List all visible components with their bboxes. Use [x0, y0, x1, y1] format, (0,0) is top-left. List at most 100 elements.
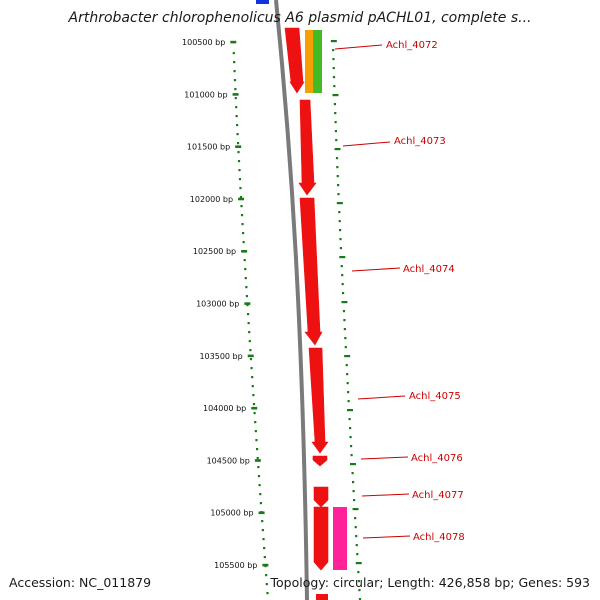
gene-label-leader: [334, 44, 383, 50]
ring-tick: [348, 418, 351, 421]
ruler-tick-label: 101000 bp: [184, 90, 227, 99]
ring-tick: [347, 391, 350, 394]
ring-tick: [334, 112, 337, 115]
ring-tick: [357, 580, 360, 583]
ring-tick: [341, 274, 344, 277]
gene-label[interactable]: Achl_4078: [413, 532, 465, 543]
gene-features: [256, 0, 347, 600]
ring-tick: [341, 283, 344, 286]
gene-feature-achl-4076[interactable]: [312, 455, 328, 467]
gene-label[interactable]: Achl_4072: [386, 40, 438, 51]
ring-tick: [343, 328, 346, 331]
ruler-dot: [251, 376, 254, 379]
ring-tick: [332, 49, 335, 52]
accession-text: Accession: NC_011879: [9, 575, 152, 590]
ruler-dot: [234, 88, 237, 91]
ring-tick: [334, 130, 338, 133]
ruler-dot: [233, 70, 236, 73]
gene-feature-achl-4074[interactable]: [299, 197, 323, 346]
gene-feature-green[interactable]: [313, 30, 322, 93]
ring-tick: [352, 508, 359, 511]
ruler-dot: [263, 556, 266, 559]
gene-feature-blue[interactable]: [256, 0, 269, 4]
plasmid-backbone: [274, 0, 309, 600]
gene-feature-achl-4077[interactable]: [313, 486, 329, 508]
ring-tick: [349, 436, 352, 439]
ruler-dot: [255, 448, 259, 451]
ruler-dot: [248, 331, 251, 334]
ruler-dot: [247, 322, 250, 325]
ring-tick: [355, 544, 358, 547]
gene-label[interactable]: Achl_4076: [411, 453, 463, 464]
gene-feature-orange[interactable]: [305, 30, 314, 93]
ruler-dot: [245, 286, 248, 289]
ruler-dot: [259, 493, 262, 496]
ruler-tick-label: 103000 bp: [196, 300, 239, 309]
ring-tick: [332, 67, 335, 70]
ruler-tick-label: 105000 bp: [210, 509, 253, 518]
ring-tick: [358, 589, 361, 592]
ruler-dot: [235, 106, 238, 109]
gene-label[interactable]: Achl_4077: [412, 490, 464, 501]
ring-tick: [336, 175, 339, 178]
ruler-tick: [232, 93, 239, 96]
ruler-dot: [237, 151, 240, 154]
ruler-tick-label: 102500 bp: [193, 247, 236, 256]
ruler-dot: [257, 475, 261, 478]
gene-label[interactable]: Achl_4073: [394, 136, 446, 147]
ruler-tick-label: 103500 bp: [199, 352, 242, 361]
ruler-dot: [240, 205, 243, 208]
ruler-dot: [254, 430, 257, 433]
ruler-tick: [258, 511, 265, 515]
ruler-tick-label: 104500 bp: [207, 456, 250, 465]
ruler-dot: [259, 502, 263, 505]
ruler-dot: [256, 457, 259, 460]
ring-tick: [335, 157, 339, 160]
ruler-dot: [262, 538, 265, 541]
ring-tick: [350, 454, 353, 457]
ring-ticks: [330, 40, 362, 600]
ring-tick: [339, 238, 342, 241]
ruler-dot: [261, 520, 264, 523]
ring-tick: [348, 427, 352, 430]
ruler-dot: [263, 547, 266, 550]
ring-tick: [352, 481, 355, 484]
ruler-dot: [258, 484, 261, 487]
ring-tick: [341, 292, 345, 295]
gene-labels: Achl_4072 Achl_4073 Achl_4074 Achl_4075 Achl…: [334, 40, 465, 543]
ring-tick: [334, 121, 337, 124]
ring-tick: [352, 490, 355, 493]
gene-label[interactable]: Achl_4074: [403, 264, 455, 275]
ring-tick: [336, 202, 343, 205]
gene-feature-pink[interactable]: [333, 507, 347, 570]
ring-tick: [330, 40, 337, 43]
gene-feature-achl-4072[interactable]: [284, 27, 305, 94]
ruler-dot: [265, 574, 268, 577]
gene-feature-partial[interactable]: [316, 594, 328, 600]
ruler-dot: [243, 259, 246, 262]
gene-label-leader: [362, 535, 411, 539]
ruler-dot: [249, 358, 253, 361]
ruler-dot: [250, 367, 253, 370]
ruler-dot: [246, 304, 249, 307]
gene-feature-achl-4075[interactable]: [308, 347, 329, 454]
ring-tick: [336, 166, 339, 169]
ruler-dot: [253, 412, 256, 415]
gene-feature-achl-4078[interactable]: [313, 506, 329, 571]
ruler-dot: [237, 160, 241, 163]
ring-tick: [354, 517, 357, 520]
ruler-dot: [235, 115, 238, 118]
ring-tick: [341, 301, 348, 304]
ruler-dot: [245, 295, 249, 298]
ruler-tick: [235, 145, 242, 148]
ruler-dot: [232, 52, 235, 55]
ruler-dot: [254, 421, 257, 424]
ring-tick: [347, 400, 350, 403]
gene-label[interactable]: Achl_4075: [409, 391, 461, 402]
gene-feature-achl-4073[interactable]: [298, 99, 317, 196]
ruler-tick-label: 104000 bp: [203, 404, 246, 413]
ring-tick: [349, 463, 356, 466]
ruler-tick: [254, 459, 261, 462]
ring-tick: [338, 220, 341, 223]
